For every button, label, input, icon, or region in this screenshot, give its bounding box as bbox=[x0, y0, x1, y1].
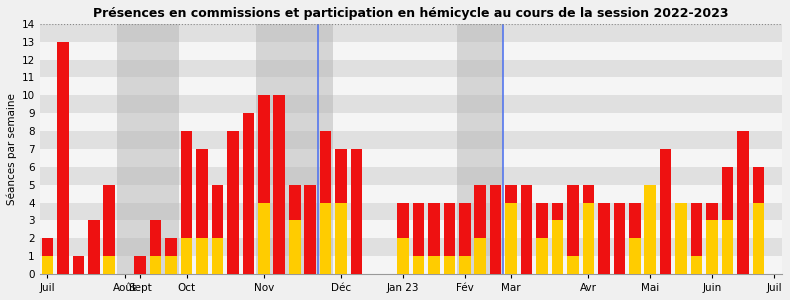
Bar bbox=[181, 238, 192, 274]
Bar bbox=[506, 202, 517, 274]
Bar bbox=[40, 220, 781, 238]
Bar bbox=[629, 202, 641, 238]
Bar bbox=[40, 202, 781, 220]
Bar bbox=[475, 185, 486, 238]
Bar bbox=[475, 238, 486, 274]
Bar bbox=[412, 256, 424, 274]
Bar bbox=[196, 149, 208, 238]
Bar bbox=[258, 202, 269, 274]
Bar bbox=[582, 202, 594, 274]
Bar bbox=[490, 185, 502, 274]
Bar bbox=[273, 95, 285, 274]
Bar bbox=[150, 256, 161, 274]
Bar bbox=[103, 256, 115, 274]
Bar bbox=[103, 185, 115, 256]
Bar bbox=[42, 256, 53, 274]
Bar bbox=[165, 256, 177, 274]
Bar bbox=[57, 42, 69, 274]
Bar bbox=[614, 202, 625, 274]
Bar bbox=[40, 60, 781, 77]
Bar bbox=[40, 24, 781, 42]
Bar bbox=[645, 185, 656, 274]
Bar bbox=[690, 202, 702, 256]
Bar bbox=[536, 238, 547, 274]
Bar bbox=[459, 202, 471, 256]
Bar bbox=[165, 238, 177, 256]
Bar bbox=[181, 131, 192, 238]
Bar bbox=[228, 131, 239, 274]
Bar bbox=[335, 149, 347, 202]
Bar bbox=[551, 220, 563, 274]
Bar bbox=[289, 220, 300, 274]
Bar bbox=[737, 131, 749, 274]
Bar bbox=[40, 185, 781, 203]
Bar bbox=[551, 202, 563, 220]
Bar bbox=[506, 185, 517, 203]
Bar bbox=[582, 185, 594, 203]
Bar bbox=[397, 202, 408, 238]
Bar bbox=[258, 95, 269, 202]
Bar bbox=[428, 256, 440, 274]
Bar bbox=[457, 24, 503, 274]
Bar bbox=[459, 256, 471, 274]
Bar bbox=[397, 238, 408, 274]
Bar bbox=[675, 202, 687, 274]
Bar bbox=[443, 256, 455, 274]
Bar bbox=[443, 202, 455, 256]
Bar bbox=[88, 220, 100, 274]
Bar bbox=[212, 238, 224, 274]
Bar bbox=[40, 95, 781, 113]
Bar bbox=[722, 167, 733, 220]
Bar bbox=[40, 167, 781, 185]
Bar bbox=[567, 256, 579, 274]
Bar bbox=[706, 202, 718, 220]
Y-axis label: Séances par semaine: Séances par semaine bbox=[7, 93, 17, 205]
Bar bbox=[73, 256, 85, 274]
Bar bbox=[150, 220, 161, 256]
Bar bbox=[304, 185, 316, 274]
Bar bbox=[40, 113, 781, 131]
Bar bbox=[40, 77, 781, 95]
Bar bbox=[117, 24, 179, 274]
Bar bbox=[690, 256, 702, 274]
Bar bbox=[196, 238, 208, 274]
Bar bbox=[134, 256, 146, 274]
Bar bbox=[40, 256, 781, 274]
Title: Présences en commissions et participation en hémicycle au cours de la session 20: Présences en commissions et participatio… bbox=[93, 7, 728, 20]
Bar bbox=[212, 185, 224, 238]
Bar bbox=[722, 220, 733, 274]
Bar bbox=[256, 24, 333, 274]
Bar bbox=[40, 149, 781, 167]
Bar bbox=[243, 113, 254, 274]
Bar bbox=[40, 42, 781, 60]
Bar bbox=[521, 185, 532, 274]
Bar bbox=[660, 149, 672, 274]
Bar bbox=[753, 202, 764, 274]
Bar bbox=[335, 202, 347, 274]
Bar bbox=[753, 167, 764, 202]
Bar bbox=[706, 220, 718, 274]
Bar bbox=[320, 131, 332, 202]
Bar bbox=[412, 202, 424, 256]
Bar bbox=[536, 202, 547, 238]
Bar bbox=[567, 185, 579, 256]
Bar bbox=[598, 202, 610, 274]
Bar bbox=[629, 238, 641, 274]
Bar bbox=[40, 131, 781, 149]
Bar bbox=[40, 238, 781, 256]
Bar bbox=[351, 149, 363, 274]
Bar bbox=[289, 185, 300, 220]
Bar bbox=[428, 202, 440, 256]
Bar bbox=[320, 202, 332, 274]
Bar bbox=[42, 238, 53, 256]
